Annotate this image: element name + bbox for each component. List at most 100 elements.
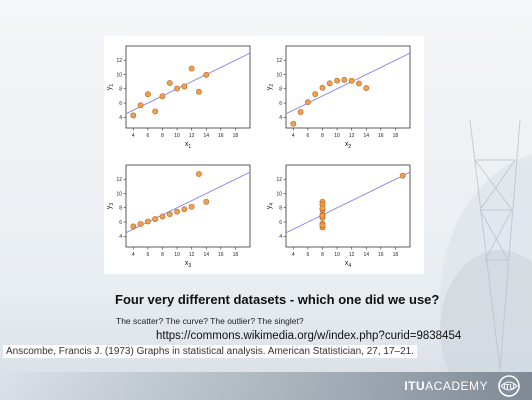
data-point xyxy=(356,80,362,87)
x-tick-label: 18 xyxy=(393,252,399,258)
itu-logo-icon: ITU xyxy=(498,375,520,397)
x-axis-label: x1 xyxy=(185,141,192,150)
x-tick-label: 6 xyxy=(146,252,149,258)
x-tick-label: 10 xyxy=(174,252,180,258)
y-tick-label: 8 xyxy=(279,87,282,93)
y-tick-label: 8 xyxy=(119,206,122,212)
regression-line xyxy=(285,52,411,115)
data-point xyxy=(319,222,326,229)
x-tick-label: 12 xyxy=(189,133,195,139)
x-tick-label: 12 xyxy=(349,133,355,139)
regression-line xyxy=(125,52,251,115)
x-axis-label: x2 xyxy=(345,141,352,150)
y-tick-label: 10 xyxy=(276,191,282,197)
x-tick-label: 16 xyxy=(218,252,224,258)
slide-subline: The scatter? The curve? The outlier? The… xyxy=(116,316,304,326)
data-point xyxy=(304,99,311,106)
y-tick-label: 12 xyxy=(276,58,282,64)
x-tick-label: 14 xyxy=(363,133,369,139)
x-tick-label: 12 xyxy=(189,252,195,258)
y-tick-label: 12 xyxy=(116,58,122,64)
x-tick-label: 4 xyxy=(292,133,295,139)
data-point xyxy=(196,88,202,95)
x-tick-label: 4 xyxy=(132,252,135,258)
x-tick-label: 14 xyxy=(363,252,369,258)
y-tick-label: 4 xyxy=(279,115,282,121)
x-tick-label: 6 xyxy=(306,252,309,258)
data-point xyxy=(181,83,188,90)
source-url[interactable]: https://commons.wikimedia.org/w/index.ph… xyxy=(156,330,462,342)
data-point xyxy=(159,93,166,100)
data-point xyxy=(188,65,195,72)
data-point xyxy=(166,80,173,86)
x-tick-label: 10 xyxy=(334,133,340,139)
x-tick-label: 18 xyxy=(233,133,239,139)
x-tick-label: 8 xyxy=(161,133,164,139)
data-point xyxy=(174,208,180,215)
y-axis-label-sub: 3 xyxy=(109,203,115,206)
citation-text: Anscombe, Francis J. (1973) Graphs in st… xyxy=(3,345,417,358)
slide-headline: Four very different datasets - which one… xyxy=(115,292,440,307)
x-tick-label: 16 xyxy=(218,133,224,139)
y-tick-label: 6 xyxy=(279,220,282,226)
x-tick-label: 6 xyxy=(146,133,149,139)
y-tick-label: 12 xyxy=(276,177,282,183)
data-point xyxy=(137,221,144,227)
anscombe-figure: 4 6 8 10 12 14 16 18 4 6 8 10 12 x1 y1 4 6 8 10 12 14 16 18 4 6 8… xyxy=(104,36,424,274)
x-axis-label-sub: 2 xyxy=(348,144,351,150)
x-axis-label: x3 xyxy=(185,260,192,269)
x-tick-label: 8 xyxy=(321,252,324,258)
data-point xyxy=(166,211,173,218)
y-tick-label: 10 xyxy=(116,72,122,78)
y-axis-label: y4 xyxy=(266,203,275,210)
brand-light: ACADEMY xyxy=(425,379,488,393)
x-tick-label: 16 xyxy=(378,133,384,139)
data-point xyxy=(399,172,406,179)
data-point xyxy=(159,213,166,220)
data-point xyxy=(290,120,297,127)
x-tick-label: 18 xyxy=(393,133,399,139)
x-tick-label: 8 xyxy=(321,133,324,139)
data-point xyxy=(319,205,326,212)
y-tick-label: 6 xyxy=(119,101,122,107)
panel-1: 4 6 8 10 12 14 16 18 4 6 8 10 12 x1 y1 xyxy=(106,45,251,150)
regression-line xyxy=(125,171,251,234)
y-tick-label: 10 xyxy=(276,72,282,78)
x-axis-label-sub: 4 xyxy=(348,263,351,269)
panel-3: 4 6 8 10 12 14 16 18 4 6 8 10 12 x3 y3 xyxy=(106,164,251,269)
data-point xyxy=(312,91,319,97)
data-point xyxy=(152,108,159,115)
x-tick-label: 4 xyxy=(132,133,135,139)
x-tick-label: 12 xyxy=(349,252,355,258)
x-tick-label: 8 xyxy=(161,252,164,258)
y-tick-label: 8 xyxy=(279,206,282,212)
x-axis-label-sub: 1 xyxy=(188,144,191,150)
data-point xyxy=(174,85,180,92)
data-point xyxy=(348,77,355,84)
data-point xyxy=(196,171,202,177)
x-tick-label: 18 xyxy=(233,252,239,258)
data-point xyxy=(152,216,159,222)
x-axis-label-sub: 3 xyxy=(188,263,191,269)
data-point xyxy=(341,76,348,83)
itu-logo-text: ITU xyxy=(503,384,514,391)
data-point xyxy=(181,206,188,213)
x-axis-label: x4 xyxy=(345,260,352,269)
data-point xyxy=(130,223,137,230)
data-point xyxy=(297,109,304,115)
y-axis-label: y2 xyxy=(266,84,275,91)
x-tick-label: 14 xyxy=(203,133,209,139)
data-point xyxy=(137,102,144,109)
data-point xyxy=(326,80,333,87)
x-tick-label: 14 xyxy=(203,252,209,258)
data-point xyxy=(319,84,326,91)
itu-academy-wordmark: ITUACADEMY xyxy=(404,379,488,393)
y-tick-label: 12 xyxy=(116,177,122,183)
plot-frame xyxy=(125,45,251,129)
y-tick-label: 8 xyxy=(119,87,122,93)
y-tick-label: 4 xyxy=(279,234,282,240)
data-point xyxy=(319,212,326,219)
brand-strong: ITU xyxy=(404,379,426,393)
